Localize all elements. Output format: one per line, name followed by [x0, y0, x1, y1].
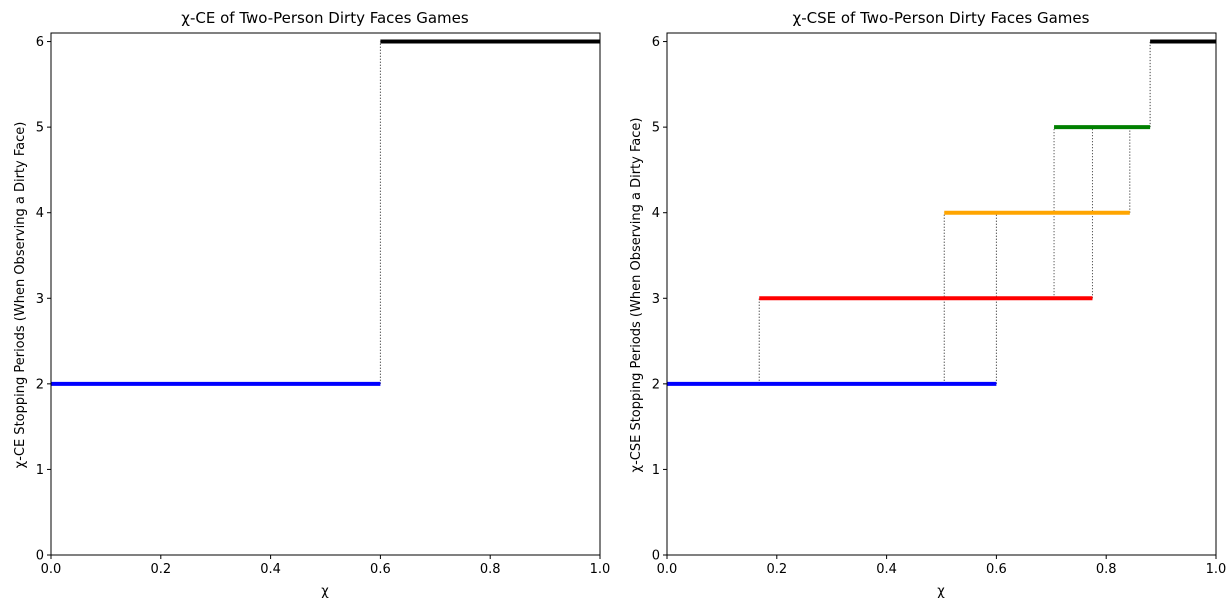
- x-axis-label: χ: [937, 584, 945, 598]
- y-tick-label: 4: [652, 206, 660, 221]
- x-tick-label: 0.4: [260, 562, 281, 577]
- plot-frame: [50, 32, 601, 556]
- y-tick-label: 5: [36, 121, 44, 136]
- y-tick-label: 4: [36, 206, 44, 221]
- chart-panel-ce: χ-CE of Two-Person Dirty Faces Games χ χ…: [13, 9, 610, 598]
- y-tick-label: 0: [652, 549, 660, 564]
- y-axis-label: χ-CSE Stopping Periods (When Observing a…: [629, 118, 644, 473]
- y-tick-label: 6: [36, 35, 44, 50]
- y-tick-label: 1: [36, 463, 44, 478]
- x-axis-label: χ: [321, 584, 329, 598]
- chart-title: χ-CE of Two-Person Dirty Faces Games: [181, 9, 469, 27]
- x-tick-label: 0.0: [657, 562, 678, 577]
- x-tick-label: 0.8: [480, 562, 501, 577]
- y-tick-label: 6: [652, 35, 660, 50]
- y-tick-label: 3: [652, 292, 660, 307]
- x-tick-label: 0.2: [150, 562, 171, 577]
- x-tick-label: 0.2: [766, 562, 787, 577]
- chart-title: χ-CSE of Two-Person Dirty Faces Games: [793, 9, 1090, 27]
- chart-panel-cse: χ-CSE of Two-Person Dirty Faces Games χ …: [629, 9, 1226, 598]
- x-tick-label: 0.8: [1096, 562, 1117, 577]
- y-axis-label: χ-CE Stopping Periods (When Observing a …: [13, 122, 28, 469]
- y-tick-label: 3: [36, 292, 44, 307]
- y-tick-label: 0: [36, 549, 44, 564]
- y-tick-label: 2: [652, 377, 660, 392]
- y-tick-label: 2: [36, 377, 44, 392]
- y-tick-label: 1: [652, 463, 660, 478]
- x-tick-label: 0.0: [41, 562, 62, 577]
- x-tick-label: 0.4: [876, 562, 897, 577]
- x-tick-label: 0.6: [986, 562, 1007, 577]
- y-tick-label: 5: [652, 121, 660, 136]
- x-tick-label: 1.0: [590, 562, 611, 577]
- x-tick-label: 1.0: [1206, 562, 1227, 577]
- x-tick-label: 0.6: [370, 562, 391, 577]
- plot-frame: [666, 32, 1217, 556]
